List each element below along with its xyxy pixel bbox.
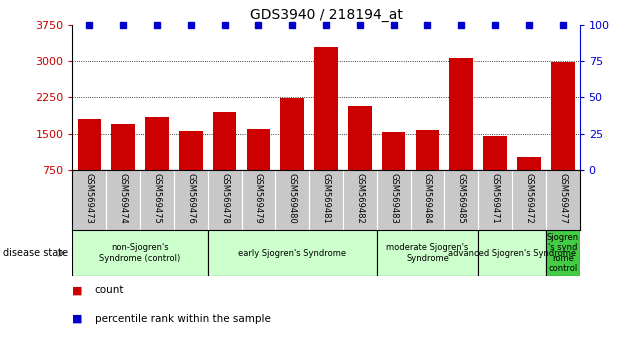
Text: GSM569476: GSM569476: [186, 173, 195, 224]
Bar: [348, 105, 372, 206]
Bar: [112, 124, 135, 206]
Text: advanced Sjogren's Syndrome: advanced Sjogren's Syndrome: [448, 249, 576, 258]
Title: GDS3940 / 218194_at: GDS3940 / 218194_at: [249, 8, 403, 22]
Text: non-Sjogren's
Syndrome (control): non-Sjogren's Syndrome (control): [100, 244, 181, 263]
Text: percentile rank within the sample: percentile rank within the sample: [94, 314, 270, 324]
Text: GSM569473: GSM569473: [85, 173, 94, 224]
Bar: [382, 132, 406, 206]
Bar: [478, 230, 546, 276]
Text: GSM569482: GSM569482: [355, 173, 364, 224]
Text: GSM569480: GSM569480: [288, 173, 297, 224]
Bar: [213, 112, 236, 206]
Bar: [551, 62, 575, 206]
Text: GSM569475: GSM569475: [152, 173, 161, 224]
Text: GSM569485: GSM569485: [457, 173, 466, 224]
Text: ■: ■: [72, 285, 83, 295]
Bar: [517, 157, 541, 206]
Bar: [280, 98, 304, 206]
Text: GSM569478: GSM569478: [220, 173, 229, 224]
Text: GSM569474: GSM569474: [118, 173, 128, 224]
Text: GSM569479: GSM569479: [254, 173, 263, 224]
Bar: [483, 136, 507, 206]
Text: Sjogren
's synd
rome
control: Sjogren 's synd rome control: [547, 233, 579, 273]
Text: early Sjogren's Syndrome: early Sjogren's Syndrome: [238, 249, 347, 258]
Text: GSM569477: GSM569477: [558, 173, 567, 224]
Text: GSM569481: GSM569481: [321, 173, 331, 224]
Text: count: count: [94, 285, 124, 295]
Bar: [145, 117, 169, 206]
Bar: [314, 46, 338, 206]
Text: moderate Sjogren's
Syndrome: moderate Sjogren's Syndrome: [386, 244, 469, 263]
Bar: [208, 230, 377, 276]
Bar: [77, 119, 101, 206]
Bar: [449, 58, 473, 206]
Bar: [246, 129, 270, 206]
Text: ■: ■: [72, 314, 83, 324]
Bar: [377, 230, 478, 276]
Text: disease state: disease state: [3, 248, 68, 258]
Bar: [179, 131, 203, 206]
Text: GSM569472: GSM569472: [524, 173, 534, 224]
Bar: [416, 130, 439, 206]
Bar: [546, 230, 580, 276]
Bar: [72, 230, 208, 276]
Text: GSM569484: GSM569484: [423, 173, 432, 224]
Text: GSM569471: GSM569471: [491, 173, 500, 224]
Text: GSM569483: GSM569483: [389, 173, 398, 224]
